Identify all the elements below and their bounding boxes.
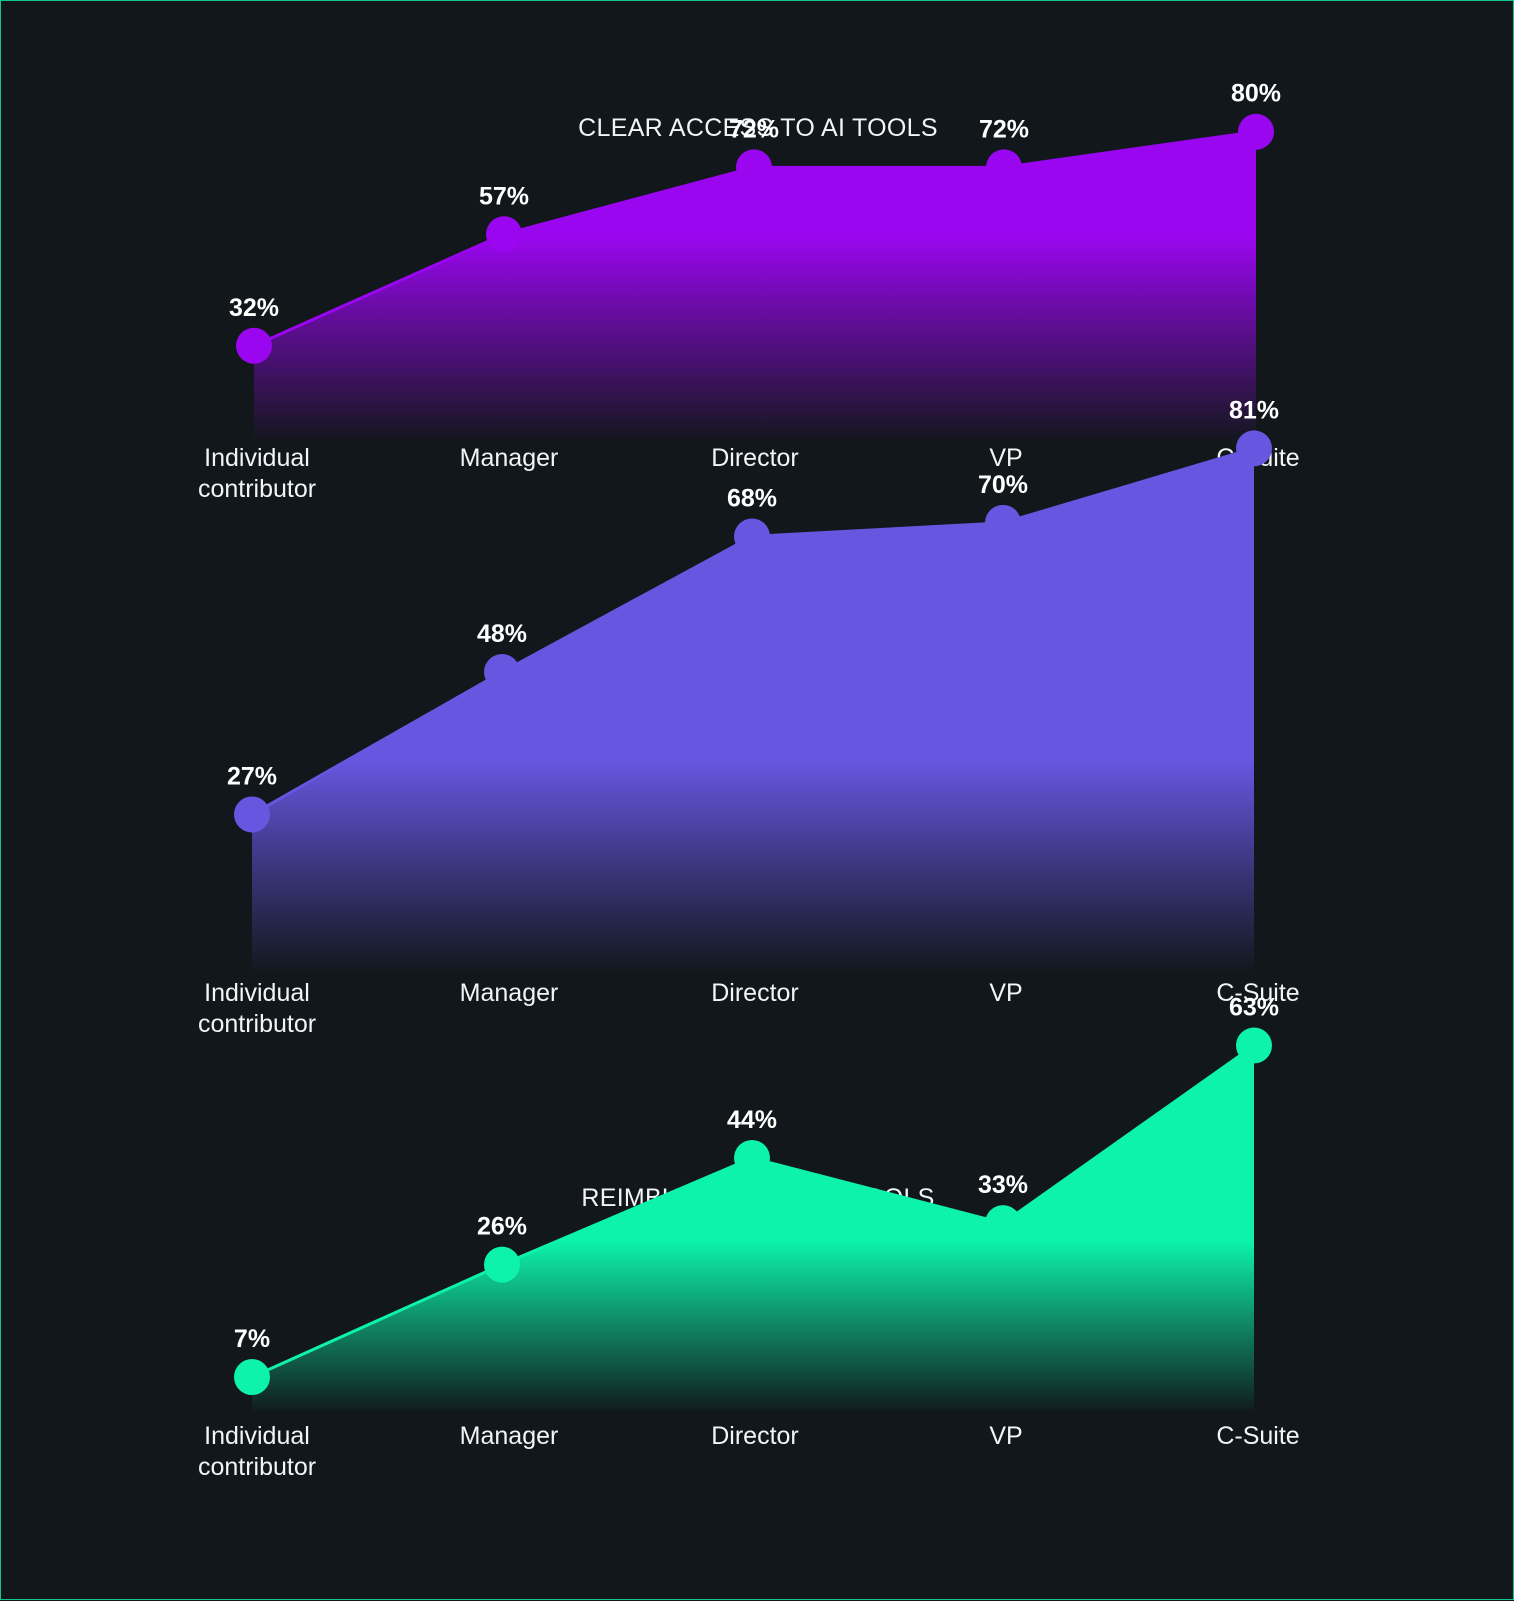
area-fill: [252, 1045, 1254, 1411]
data-label: 80%: [1231, 80, 1281, 108]
data-label: 70%: [978, 471, 1028, 499]
data-label: 33%: [978, 1171, 1028, 1199]
tick-label: Director: [711, 1422, 799, 1450]
data-label: 57%: [479, 182, 529, 210]
tick-label: Director: [711, 444, 799, 472]
tick-label: Manager: [460, 979, 559, 1007]
data-label: 63%: [1229, 994, 1279, 1022]
data-label: 27%: [227, 762, 277, 790]
tick-label: contributor: [198, 1010, 316, 1038]
area-fill: [252, 448, 1254, 971]
data-point: [1238, 113, 1274, 150]
tick-label: VP: [989, 444, 1022, 472]
data-label: 48%: [477, 620, 527, 648]
data-point: [236, 327, 272, 364]
chart-1: CLEAR ACCESS TO AI TOOLS 32% 57% 72% 72% 80% I…: [198, 80, 1300, 503]
data-label: 72%: [729, 115, 779, 143]
area-fill: [254, 131, 1256, 441]
data-label: 32%: [229, 294, 279, 322]
data-point: [1236, 430, 1272, 467]
tick-label: Manager: [460, 444, 559, 472]
data-label: 72%: [979, 115, 1029, 143]
tick-label: C-Suite: [1216, 979, 1299, 1007]
data-point: [734, 1140, 770, 1177]
tick-label: Manager: [460, 1422, 559, 1450]
data-label: 44%: [727, 1106, 777, 1134]
tick-label: Individual: [204, 444, 310, 472]
data-point: [234, 796, 270, 833]
data-point: [986, 149, 1022, 186]
chart-title: CLEAR ACCESS TO AI TOOLS: [578, 114, 938, 142]
data-point: [484, 654, 520, 691]
tick-label: VP: [989, 1422, 1022, 1450]
data-point: [486, 216, 522, 253]
tick-label: Director: [711, 979, 799, 1007]
chart-2: RECEIVED COMPANY AI TRAINING27%48%68%70%…: [198, 396, 1300, 1038]
chart-3: REIMBURSED FOR AI TOOLS7%26%44%33%63%Ind…: [198, 994, 1300, 1481]
data-point: [234, 1359, 270, 1396]
data-point: [985, 504, 1021, 541]
tick-label: VP: [989, 979, 1022, 1007]
data-point: [736, 149, 772, 186]
tick-label: contributor: [198, 475, 316, 503]
data-point: [1236, 1027, 1272, 1064]
data-point: [484, 1246, 520, 1283]
tick-label: Individual: [204, 1422, 310, 1450]
tick-label: contributor: [198, 1453, 316, 1481]
tick-label: Individual: [204, 979, 310, 1007]
tick-label: C-Suite: [1216, 1422, 1299, 1450]
data-label: 7%: [234, 1325, 270, 1353]
data-point: [985, 1205, 1021, 1242]
data-label: 81%: [1229, 396, 1279, 424]
data-label: 68%: [727, 484, 777, 512]
data-point: [734, 518, 770, 555]
data-label: 26%: [477, 1213, 527, 1241]
